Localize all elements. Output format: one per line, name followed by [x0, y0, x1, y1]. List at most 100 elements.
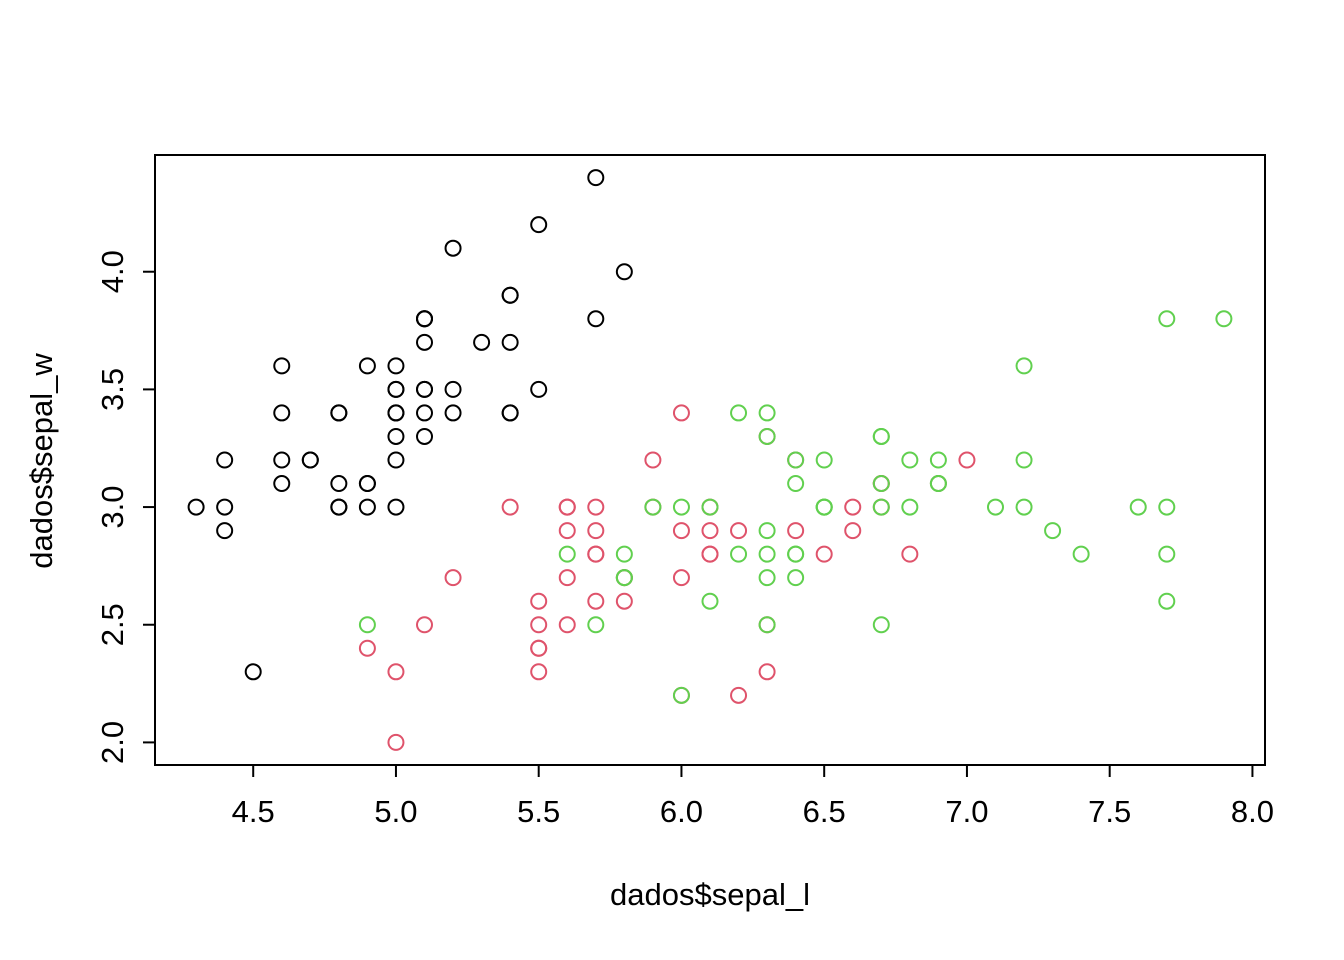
data-point-red — [701, 522, 719, 540]
data-point-black — [358, 357, 376, 375]
data-point-black — [444, 239, 462, 257]
data-point-green — [1158, 592, 1176, 610]
data-point-green — [615, 569, 633, 587]
data-point-black — [501, 286, 519, 304]
data-point-green — [1015, 357, 1033, 375]
data-point-green — [815, 498, 833, 516]
data-point-black — [501, 333, 519, 351]
data-point-red — [387, 733, 405, 751]
data-point-green — [929, 451, 947, 469]
data-point-red — [844, 498, 862, 516]
data-point-black — [330, 404, 348, 422]
data-point-red — [530, 616, 548, 634]
data-point-black — [330, 498, 348, 516]
data-point-green — [1044, 522, 1062, 540]
data-point-green — [672, 686, 690, 704]
data-point-green — [758, 569, 776, 587]
y-axis-label: dados$sepal_w — [24, 353, 59, 569]
data-point-black — [501, 404, 519, 422]
data-point-black — [358, 498, 376, 516]
data-point-black — [416, 333, 434, 351]
data-point-green — [872, 616, 890, 634]
data-point-red — [558, 522, 576, 540]
data-point-black — [273, 404, 291, 422]
data-point-green — [1158, 498, 1176, 516]
data-point-black — [416, 404, 434, 422]
data-point-green — [730, 404, 748, 422]
data-point-green — [929, 475, 947, 493]
data-point-green — [758, 616, 776, 634]
data-point-green — [558, 545, 576, 563]
data-point-black — [416, 380, 434, 398]
data-point-black — [273, 357, 291, 375]
data-point-black — [530, 216, 548, 234]
data-point-green — [758, 427, 776, 445]
data-point-black — [273, 451, 291, 469]
data-point-red — [787, 522, 805, 540]
data-point-green — [1158, 310, 1176, 328]
data-point-red — [615, 592, 633, 610]
data-point-green — [758, 545, 776, 563]
plot-border — [154, 154, 1266, 766]
y-tick-label: 2.0 — [95, 721, 130, 764]
data-point-black — [216, 498, 234, 516]
data-point-red — [730, 522, 748, 540]
y-tick-label: 3.5 — [95, 368, 130, 411]
data-point-red — [444, 569, 462, 587]
data-point-red — [644, 451, 662, 469]
data-point-green — [872, 427, 890, 445]
data-point-red — [530, 639, 548, 657]
data-point-green — [758, 522, 776, 540]
data-point-black — [530, 380, 548, 398]
data-point-red — [530, 663, 548, 681]
data-point-black — [587, 169, 605, 187]
data-point-green — [587, 616, 605, 634]
data-point-red — [558, 498, 576, 516]
data-point-black — [387, 451, 405, 469]
data-point-green — [787, 569, 805, 587]
data-point-green — [901, 498, 919, 516]
data-point-red — [758, 663, 776, 681]
data-point-green — [872, 498, 890, 516]
data-point-red — [701, 545, 719, 563]
data-point-red — [587, 498, 605, 516]
data-point-black — [444, 380, 462, 398]
data-point-black — [358, 475, 376, 493]
x-tick-label: 7.0 — [945, 794, 988, 829]
y-tick-label: 3.0 — [95, 486, 130, 529]
data-point-black — [416, 427, 434, 445]
data-point-green — [358, 616, 376, 634]
data-point-red — [958, 451, 976, 469]
x-tick-label: 5.0 — [374, 794, 417, 829]
x-tick-label: 6.5 — [803, 794, 846, 829]
data-point-red — [558, 569, 576, 587]
data-point-red — [901, 545, 919, 563]
y-tick-label: 2.5 — [95, 603, 130, 646]
data-point-red — [587, 592, 605, 610]
data-point-red — [672, 569, 690, 587]
data-point-green — [901, 451, 919, 469]
x-tick-label: 7.5 — [1088, 794, 1131, 829]
data-point-green — [787, 545, 805, 563]
data-point-black — [187, 498, 205, 516]
data-point-black — [615, 263, 633, 281]
data-point-green — [672, 498, 690, 516]
data-point-green — [986, 498, 1004, 516]
data-point-green — [644, 498, 662, 516]
data-point-red — [730, 686, 748, 704]
data-point-green — [615, 545, 633, 563]
data-point-red — [587, 522, 605, 540]
data-point-red — [672, 404, 690, 422]
data-point-green — [701, 498, 719, 516]
x-tick-label: 6.0 — [660, 794, 703, 829]
data-point-red — [815, 545, 833, 563]
data-point-green — [1215, 310, 1233, 328]
x-tick-label: 5.5 — [517, 794, 560, 829]
data-point-green — [1015, 451, 1033, 469]
y-tick-label: 4.0 — [95, 250, 130, 293]
data-point-red — [387, 663, 405, 681]
data-point-black — [216, 451, 234, 469]
data-point-red — [672, 522, 690, 540]
data-point-black — [387, 404, 405, 422]
